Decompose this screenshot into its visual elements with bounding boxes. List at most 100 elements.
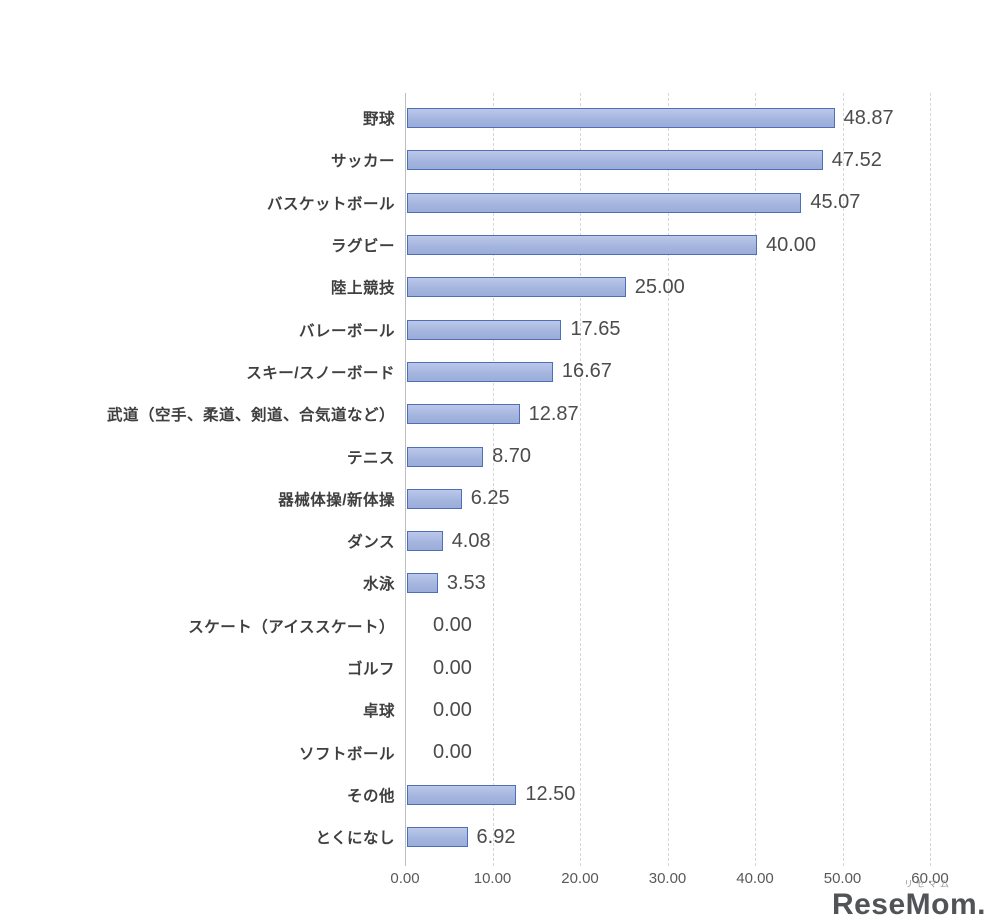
bar-track: 0.00 bbox=[407, 657, 932, 680]
bar-value-label: 45.07 bbox=[810, 191, 861, 214]
bar-value-label: 0.00 bbox=[433, 698, 472, 721]
bar-row: ラグビー 40.00 bbox=[0, 224, 1000, 266]
category-label: 武道（空手、柔道、剣道、合気道など） bbox=[106, 407, 395, 425]
bar bbox=[407, 488, 462, 509]
bar-chart: 野球 48.87 サッカー 47.52 バスケットボール 45.07 ラグビー 40.00 陸上… bbox=[0, 93, 1000, 892]
x-axis-tick-label: 10.00 bbox=[473, 870, 512, 888]
category-label: 野球 bbox=[362, 111, 395, 129]
bar-track: 45.07 bbox=[407, 191, 932, 214]
bar-track: 17.65 bbox=[407, 318, 932, 341]
bar-track: 40.00 bbox=[407, 234, 932, 257]
gridline bbox=[930, 93, 931, 867]
bar-track: 8.70 bbox=[407, 445, 932, 468]
bar-row: テニス 8.70 bbox=[0, 435, 1000, 477]
bar-value-label: 6.92 bbox=[476, 825, 516, 848]
bar-row: その他 12.50 bbox=[0, 774, 1000, 816]
bar bbox=[407, 235, 757, 256]
x-axis-tick-label: 40.00 bbox=[736, 870, 774, 888]
category-label: ゴルフ bbox=[346, 661, 395, 678]
bar-value-label: 4.08 bbox=[451, 529, 491, 552]
bar-row: 卓球 0.00 bbox=[0, 689, 1000, 731]
gridline bbox=[667, 93, 669, 867]
bar-value-label: 0.00 bbox=[433, 741, 472, 764]
gridline bbox=[842, 93, 844, 867]
bar-value-label: 0.00 bbox=[433, 614, 472, 637]
bar-track: 12.87 bbox=[407, 403, 932, 426]
bar-row: スキー/スノーボード 16.67 bbox=[0, 351, 1000, 393]
bar-track: 16.67 bbox=[407, 360, 932, 383]
bar-track: 0.00 bbox=[407, 699, 932, 722]
bar-value-label: 16.67 bbox=[561, 360, 612, 383]
bar bbox=[407, 404, 520, 425]
bar-row: ダンス 4.08 bbox=[0, 520, 1000, 562]
rows: 野球 48.87 サッカー 47.52 バスケットボール 45.07 ラグビー 40.00 陸上… bbox=[0, 97, 1000, 858]
bar bbox=[407, 150, 823, 171]
bar bbox=[407, 277, 626, 298]
bar bbox=[407, 319, 562, 340]
x-axis-tick-label: 60.00 bbox=[911, 870, 949, 888]
x-axis-tick-label: 50.00 bbox=[823, 870, 862, 888]
category-label: スケート（アイススケート） bbox=[188, 618, 395, 636]
bar-row: スケート（アイススケート） 0.00 bbox=[0, 605, 1000, 647]
bar-value-label: 0.00 bbox=[433, 656, 472, 679]
x-axis: 0.00 10.00 20.00 30.00 40.00 50.00 60.00 bbox=[390, 858, 948, 892]
bar bbox=[407, 827, 468, 848]
bar-value-label: 40.00 bbox=[766, 233, 817, 256]
bar-track: 25.00 bbox=[407, 276, 932, 299]
bar bbox=[407, 446, 484, 467]
bar bbox=[407, 192, 802, 213]
bar-value-label: 8.70 bbox=[492, 445, 532, 468]
bar-track: 0.00 bbox=[407, 741, 932, 764]
bar-track: 12.50 bbox=[407, 783, 932, 806]
bar-value-label: 17.65 bbox=[570, 318, 621, 341]
gridline bbox=[492, 93, 494, 867]
bar-value-label: 12.50 bbox=[525, 783, 576, 806]
bar-track: 6.25 bbox=[407, 487, 932, 510]
x-axis-tick-label: 0.00 bbox=[390, 870, 420, 888]
category-label: バレーボール bbox=[298, 322, 395, 340]
bar-value-label: 25.00 bbox=[634, 275, 685, 298]
bar-value-label: 6.25 bbox=[470, 487, 510, 510]
bar-track: 6.92 bbox=[407, 826, 932, 849]
category-label: 卓球 bbox=[362, 703, 395, 721]
bar bbox=[407, 531, 443, 552]
watermark-katakana-text: リセマム bbox=[903, 879, 952, 889]
bar-row: 武道（空手、柔道、剣道、合気道など） 12.87 bbox=[0, 393, 1000, 435]
category-label: 器械体操/新体操 bbox=[278, 491, 395, 509]
category-label: テニス bbox=[346, 449, 395, 467]
category-label: その他 bbox=[346, 787, 395, 805]
bar bbox=[407, 784, 517, 805]
category-label: バスケットボール bbox=[266, 195, 395, 213]
category-label: ダンス bbox=[347, 534, 395, 552]
x-axis-tick-label: 20.00 bbox=[561, 870, 599, 888]
category-label: ラグビー bbox=[330, 238, 395, 256]
category-label: 水泳 bbox=[362, 576, 395, 594]
x-axis-tick-label: 30.00 bbox=[648, 870, 687, 888]
bar-row: 野球 48.87 bbox=[0, 97, 1000, 139]
category-label: ソフトボール bbox=[298, 745, 395, 763]
bar-track: 47.52 bbox=[407, 149, 932, 172]
bar-track: 4.08 bbox=[407, 530, 932, 553]
gridline bbox=[580, 93, 581, 867]
bar-value-label: 12.87 bbox=[528, 402, 579, 425]
bar-row: バスケットボール 45.07 bbox=[0, 182, 1000, 224]
bar-value-label: 48.87 bbox=[843, 106, 894, 129]
axis-baseline bbox=[405, 93, 406, 867]
category-label: サッカー bbox=[330, 153, 395, 171]
bar-row: ゴルフ 0.00 bbox=[0, 647, 1000, 689]
gridline bbox=[755, 93, 756, 867]
bar-value-label: 47.52 bbox=[831, 148, 882, 171]
bar bbox=[407, 573, 438, 594]
bar-row: 水泳 3.53 bbox=[0, 562, 1000, 604]
bar-row: バレーボール 17.65 bbox=[0, 308, 1000, 350]
bar-value-label: 3.53 bbox=[446, 571, 486, 594]
bar-track: 3.53 bbox=[407, 572, 932, 595]
category-label: 陸上競技 bbox=[330, 280, 395, 298]
plot-region: 野球 48.87 サッカー 47.52 バスケットボール 45.07 ラグビー 40.00 陸上… bbox=[0, 93, 1000, 867]
bar bbox=[407, 361, 553, 382]
watermark-logo-text: ReseMom. bbox=[831, 888, 986, 921]
category-label: スキー/スノーボード bbox=[246, 364, 395, 382]
bar-track: 48.87 bbox=[407, 107, 932, 130]
bar-row: 陸上競技 25.00 bbox=[0, 266, 1000, 308]
category-label: とくになし bbox=[315, 830, 395, 848]
